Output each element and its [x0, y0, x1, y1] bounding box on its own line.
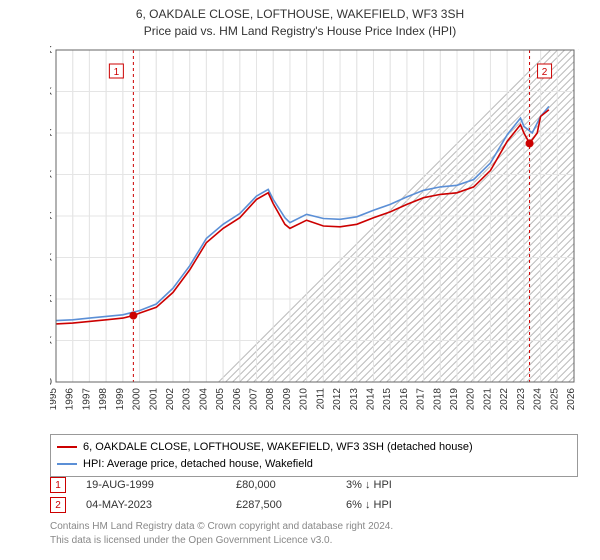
footer-text: Contains HM Land Registry data © Crown c… — [50, 520, 393, 547]
legend-row-hpi: HPI: Average price, detached house, Wake… — [57, 456, 571, 473]
x-tick-label: 2003 — [182, 388, 193, 411]
chart-container: 6, OAKDALE CLOSE, LOFTHOUSE, WAKEFIELD, … — [0, 0, 600, 560]
x-tick-label: 2008 — [265, 388, 276, 411]
y-tick-label: £250K — [50, 170, 52, 181]
x-tick-label: 2013 — [349, 388, 360, 411]
marker-flag-2: 2 — [542, 67, 548, 78]
x-tick-label: 2007 — [249, 388, 260, 411]
x-tick-label: 2017 — [416, 388, 427, 411]
y-tick-label: £350K — [50, 87, 52, 98]
x-tick-label: 2012 — [332, 388, 343, 411]
x-tick-label: 2023 — [516, 388, 527, 411]
marker-row-1: 1 19-AUG-1999 £80,000 3% ↓ HPI — [50, 475, 392, 495]
legend-swatch-property — [57, 446, 77, 448]
x-tick-label: 2025 — [549, 388, 560, 411]
x-tick-label: 1998 — [98, 388, 109, 411]
marker-hpi-2: 6% ↓ HPI — [346, 499, 392, 511]
x-tick-label: 2002 — [165, 388, 176, 411]
marker-row-2: 2 04-MAY-2023 £287,500 6% ↓ HPI — [50, 495, 392, 515]
x-tick-label: 2006 — [232, 388, 243, 411]
legend-label-property: 6, OAKDALE CLOSE, LOFTHOUSE, WAKEFIELD, … — [83, 439, 473, 456]
marker-flag-1: 1 — [114, 67, 120, 78]
legend-row-property: 6, OAKDALE CLOSE, LOFTHOUSE, WAKEFIELD, … — [57, 439, 571, 456]
marker-dot-1 — [129, 312, 137, 320]
x-tick-label: 2022 — [499, 388, 510, 411]
x-tick-label: 1996 — [65, 388, 76, 411]
legend-swatch-hpi — [57, 463, 77, 465]
marker-price-2: £287,500 — [236, 499, 346, 511]
y-tick-label: £100K — [50, 294, 52, 305]
x-tick-label: 1995 — [50, 388, 59, 411]
marker-table: 1 19-AUG-1999 £80,000 3% ↓ HPI 2 04-MAY-… — [50, 475, 392, 515]
legend-box: 6, OAKDALE CLOSE, LOFTHOUSE, WAKEFIELD, … — [50, 434, 578, 477]
x-tick-label: 2009 — [282, 388, 293, 411]
y-tick-label: £300K — [50, 128, 52, 139]
x-tick-label: 2021 — [482, 388, 493, 411]
x-tick-label: 2011 — [315, 388, 326, 410]
marker-date-2: 04-MAY-2023 — [86, 499, 236, 511]
footer-line-2: This data is licensed under the Open Gov… — [50, 534, 393, 548]
y-tick-label: £150K — [50, 253, 52, 264]
chart-svg: £0 £50K £100K £150K £200K £250K £300K £350K £400… — [50, 44, 580, 424]
x-tick-label: 2018 — [432, 388, 443, 411]
y-tick-label: £200K — [50, 211, 52, 222]
marker-dot-2 — [526, 139, 534, 147]
marker-date-1: 19-AUG-1999 — [86, 479, 236, 491]
y-tick-label: £50K — [50, 336, 52, 347]
x-tick-label: 2020 — [466, 388, 477, 411]
x-tick-label: 1997 — [81, 388, 92, 411]
x-tick-label: 2000 — [132, 388, 143, 411]
x-tick-label: 2024 — [533, 388, 544, 411]
x-tick-label: 2015 — [382, 388, 393, 411]
marker-num-1: 1 — [50, 477, 66, 493]
x-tick-label: 2026 — [566, 388, 577, 411]
x-tick-label: 2010 — [299, 388, 310, 411]
x-tick-label: 2014 — [365, 388, 376, 411]
title-line-2: Price paid vs. HM Land Registry's House … — [0, 23, 600, 40]
x-tick-label: 2016 — [399, 388, 410, 411]
y-tick-label: £0 — [50, 377, 52, 388]
marker-price-1: £80,000 — [236, 479, 346, 491]
x-tick-label: 2004 — [198, 388, 209, 411]
y-tick-label: £400K — [50, 45, 52, 56]
x-tick-label: 1999 — [115, 388, 126, 411]
x-tick-label: 2005 — [215, 388, 226, 411]
x-tick-label: 2019 — [449, 388, 460, 411]
marker-num-2: 2 — [50, 497, 66, 513]
title-block: 6, OAKDALE CLOSE, LOFTHOUSE, WAKEFIELD, … — [0, 0, 600, 40]
marker-hpi-1: 3% ↓ HPI — [346, 479, 392, 491]
title-line-1: 6, OAKDALE CLOSE, LOFTHOUSE, WAKEFIELD, … — [0, 6, 600, 23]
footer-line-1: Contains HM Land Registry data © Crown c… — [50, 520, 393, 534]
legend-label-hpi: HPI: Average price, detached house, Wake… — [83, 456, 313, 473]
x-tick-label: 2001 — [148, 388, 159, 411]
